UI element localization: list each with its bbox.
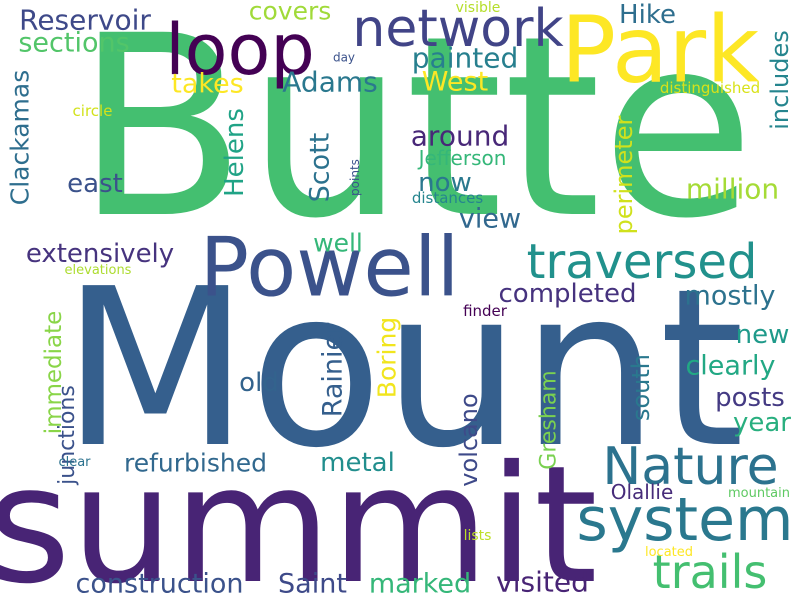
cloud-word-volcano: volcano xyxy=(455,393,483,486)
cloud-word-powell: Powell xyxy=(200,221,460,316)
cloud-word-mountain: mountain xyxy=(728,486,790,501)
cloud-word-mostly: mostly xyxy=(685,281,776,312)
cloud-word-finder: finder xyxy=(463,302,508,320)
cloud-word-hike: Hike xyxy=(619,0,676,30)
cloud-word-summit: summit xyxy=(0,432,598,600)
cloud-word-traversed: traversed xyxy=(527,234,758,290)
cloud-word-year: year xyxy=(733,408,791,438)
cloud-word-clackamas: Clackamas xyxy=(6,70,35,206)
cloud-word-sections: sections xyxy=(18,28,129,59)
cloud-word-junctions: junctions xyxy=(55,385,80,486)
cloud-word-trails: trails xyxy=(653,545,768,599)
cloud-word-loop: loop xyxy=(165,9,315,91)
cloud-word-adams: Adams xyxy=(282,66,377,99)
cloud-word-clearly: clearly xyxy=(685,351,775,382)
cloud-word-mount: Mount xyxy=(61,243,744,496)
cloud-word-located: located xyxy=(645,545,693,560)
cloud-word-park: Park xyxy=(561,0,761,104)
cloud-word-network: network xyxy=(352,0,563,59)
cloud-word-butte: Butte xyxy=(75,0,755,273)
cloud-word-distances: distances xyxy=(412,189,484,207)
cloud-word-construction: construction xyxy=(76,569,244,600)
cloud-word-helens: Helens xyxy=(220,108,250,197)
cloud-word-elevations: elevations xyxy=(65,263,132,278)
cloud-word-jefferson: Jefferson xyxy=(417,146,507,170)
cloud-word-now: now xyxy=(418,168,472,198)
cloud-word-olallie: Olallie xyxy=(611,480,674,504)
cloud-word-distinguished: distinguished xyxy=(660,79,760,97)
cloud-word-around: around xyxy=(411,120,509,153)
cloud-word-south: south xyxy=(627,354,655,421)
cloud-word-well: well xyxy=(313,229,363,258)
cloud-word-painted: painted xyxy=(412,42,518,75)
cloud-word-completed: completed xyxy=(499,279,637,309)
cloud-word-marked: marked xyxy=(369,569,471,600)
cloud-word-visited: visited xyxy=(496,566,589,599)
cloud-word-system: system xyxy=(577,485,794,555)
cloud-word-clear: clear xyxy=(58,455,91,470)
cloud-word-extensively: extensively xyxy=(26,239,174,269)
cloud-word-saint: Saint xyxy=(278,569,347,600)
cloud-word-refurbished: refurbished xyxy=(124,449,267,478)
cloud-word-scott: Scott xyxy=(305,133,336,203)
cloud-word-east: east xyxy=(67,169,123,199)
cloud-word-rainier: Rainier xyxy=(318,322,349,417)
cloud-word-perimeter: perimeter xyxy=(610,116,638,235)
cloud-word-reservoir: Reservoir xyxy=(19,4,151,37)
cloud-word-covers: covers xyxy=(249,0,332,26)
cloud-word-immediate: immediate xyxy=(41,311,67,435)
cloud-word-lists: lists xyxy=(464,528,492,544)
cloud-word-boring: Boring xyxy=(373,317,402,398)
cloud-word-old: old xyxy=(239,368,279,398)
cloud-word-gresham: Gresham xyxy=(537,370,562,469)
cloud-word-metal: metal xyxy=(320,448,395,478)
cloud-word-takes: takes xyxy=(171,69,243,100)
cloud-word-nature: Nature xyxy=(602,437,778,497)
cloud-word-west: West xyxy=(422,67,488,98)
cloud-word-points: points xyxy=(348,159,362,196)
cloud-word-includes: includes xyxy=(766,30,794,129)
cloud-word-posts: posts xyxy=(715,383,785,413)
cloud-word-visible: visible xyxy=(456,0,501,16)
cloud-word-view: view xyxy=(459,204,521,235)
cloud-word-day: day xyxy=(333,51,355,65)
cloud-word-million: million xyxy=(686,173,779,206)
cloud-word-circle: circle xyxy=(73,102,113,120)
cloud-word-new: new xyxy=(736,320,790,350)
